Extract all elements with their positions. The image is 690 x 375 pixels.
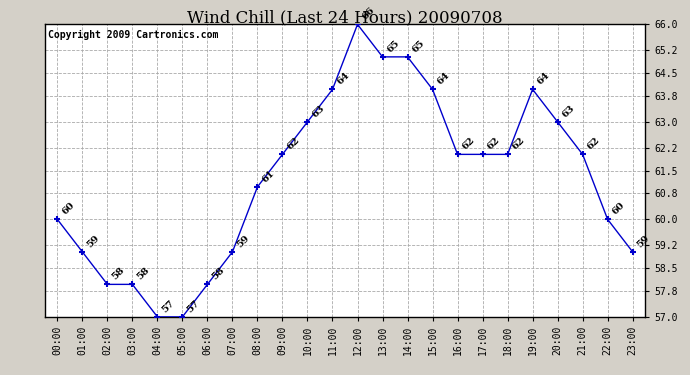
Text: 62: 62 xyxy=(485,136,501,152)
Text: 62: 62 xyxy=(511,136,526,152)
Text: 64: 64 xyxy=(335,70,351,87)
Text: Wind Chill (Last 24 Hours) 20090708: Wind Chill (Last 24 Hours) 20090708 xyxy=(187,9,503,26)
Text: 62: 62 xyxy=(285,136,301,152)
Text: 59: 59 xyxy=(235,233,251,249)
Text: 64: 64 xyxy=(435,70,451,87)
Text: 58: 58 xyxy=(135,266,151,282)
Text: 59: 59 xyxy=(635,233,651,249)
Text: 59: 59 xyxy=(85,233,101,249)
Text: 57: 57 xyxy=(160,298,176,314)
Text: 60: 60 xyxy=(611,201,627,217)
Text: 65: 65 xyxy=(411,38,426,54)
Text: 65: 65 xyxy=(385,38,401,54)
Text: 60: 60 xyxy=(60,201,76,217)
Text: Copyright 2009 Cartronics.com: Copyright 2009 Cartronics.com xyxy=(48,30,218,40)
Text: 62: 62 xyxy=(585,136,601,152)
Text: 62: 62 xyxy=(460,136,476,152)
Text: 66: 66 xyxy=(360,6,376,22)
Text: 57: 57 xyxy=(185,298,201,314)
Text: 63: 63 xyxy=(310,103,326,119)
Text: 58: 58 xyxy=(210,266,226,282)
Text: 63: 63 xyxy=(560,103,576,119)
Text: 61: 61 xyxy=(260,168,276,184)
Text: 58: 58 xyxy=(110,266,126,282)
Text: 64: 64 xyxy=(535,70,551,87)
